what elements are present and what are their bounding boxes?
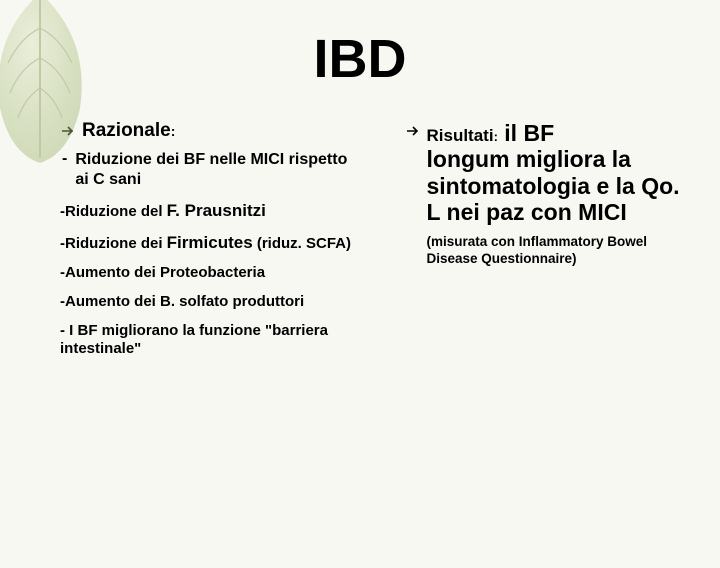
left-item-1-prefix: -Riduzione del	[60, 203, 167, 220]
left-item-1: -Riduzione del F. Prausnitzi	[60, 200, 365, 222]
left-item-1-emph: F. Prausnitzi	[167, 201, 266, 220]
risultati-lead: il BF	[498, 120, 554, 146]
arrow-icon	[405, 124, 419, 138]
risultati-note: (misurata con Inflammatory Bowel Disease…	[427, 234, 681, 268]
left-item-2-emph: Firmicutes	[167, 233, 253, 252]
razionale-colon: :	[171, 123, 176, 139]
left-item-5: - I BF migliorano la funzione "barriera …	[60, 322, 365, 360]
risultati-heading: Risultati: il BF	[405, 120, 681, 146]
risultati-body: longum migliora la sintomatologia e la Q…	[427, 146, 681, 225]
left-item-3: -Aumento dei Proteobacteria	[60, 264, 365, 283]
left-item-2: -Riduzione dei Firmicutes (riduz. SCFA)	[60, 232, 365, 254]
risultati-label: Risultati	[427, 126, 494, 145]
right-column: Risultati: il BF longum migliora la sint…	[405, 120, 681, 369]
left-item-0-text: Riduzione dei BF nelle MICI rispetto ai …	[75, 150, 364, 190]
left-item-2-prefix: -Riduzione dei	[60, 235, 167, 252]
left-item-2-suffix: (riduz. SCFA)	[253, 235, 351, 252]
risultati-line: Risultati: il BF	[427, 120, 555, 146]
left-item-4: -Aumento dei B. solfato produttori	[60, 293, 365, 312]
leaf-decoration	[0, 0, 110, 168]
